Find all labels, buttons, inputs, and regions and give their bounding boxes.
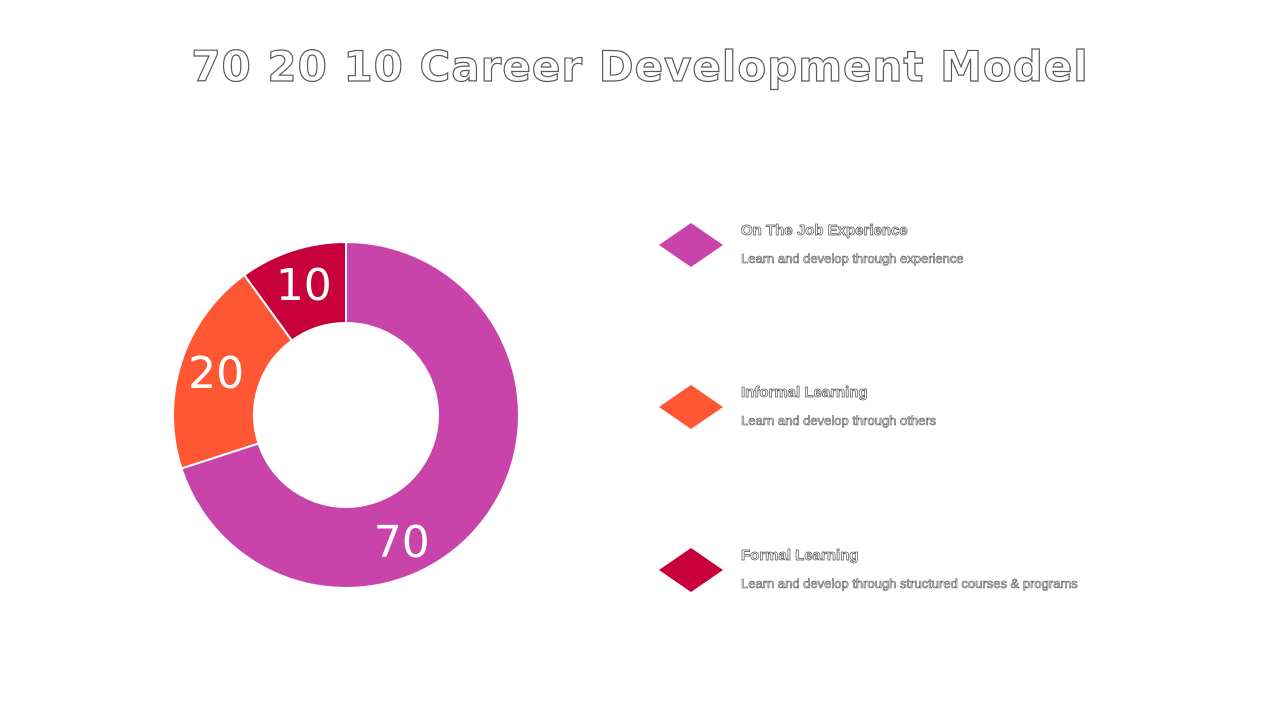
legend-title: Formal Learning [741, 547, 859, 565]
diamond-icon [659, 385, 723, 429]
legend-description: Learn and develop through others [741, 413, 937, 429]
slice-data-label: 10 [276, 260, 332, 311]
page-title: 70 20 10 Career Development Model [191, 41, 1089, 91]
donut-chart: 70 20 10 [172, 240, 520, 589]
donut-slice [172, 273, 294, 470]
slice-data-label: 70 [374, 517, 430, 568]
legend-item-on-the-job: On The Job Experience Learn and develop … [657, 222, 1257, 282]
legend-item-informal: Informal Learning Learn and develop thro… [657, 384, 1257, 444]
legend-description: Learn and develop through experience [741, 251, 964, 267]
legend-item-formal: Formal Learning Learn and develop throug… [657, 547, 1257, 607]
legend-description: Learn and develop through structured cou… [741, 576, 1078, 592]
donut-slice [242, 240, 347, 342]
legend-title: Informal Learning [741, 384, 868, 402]
legend-marker [659, 223, 723, 267]
donut-slice [180, 240, 520, 589]
diamond-icon [659, 223, 723, 267]
slice-data-label: 20 [188, 348, 244, 399]
legend-marker [659, 385, 723, 429]
legend-marker [659, 548, 723, 592]
legend-title: On The Job Experience [741, 222, 908, 240]
diamond-icon [659, 548, 723, 592]
